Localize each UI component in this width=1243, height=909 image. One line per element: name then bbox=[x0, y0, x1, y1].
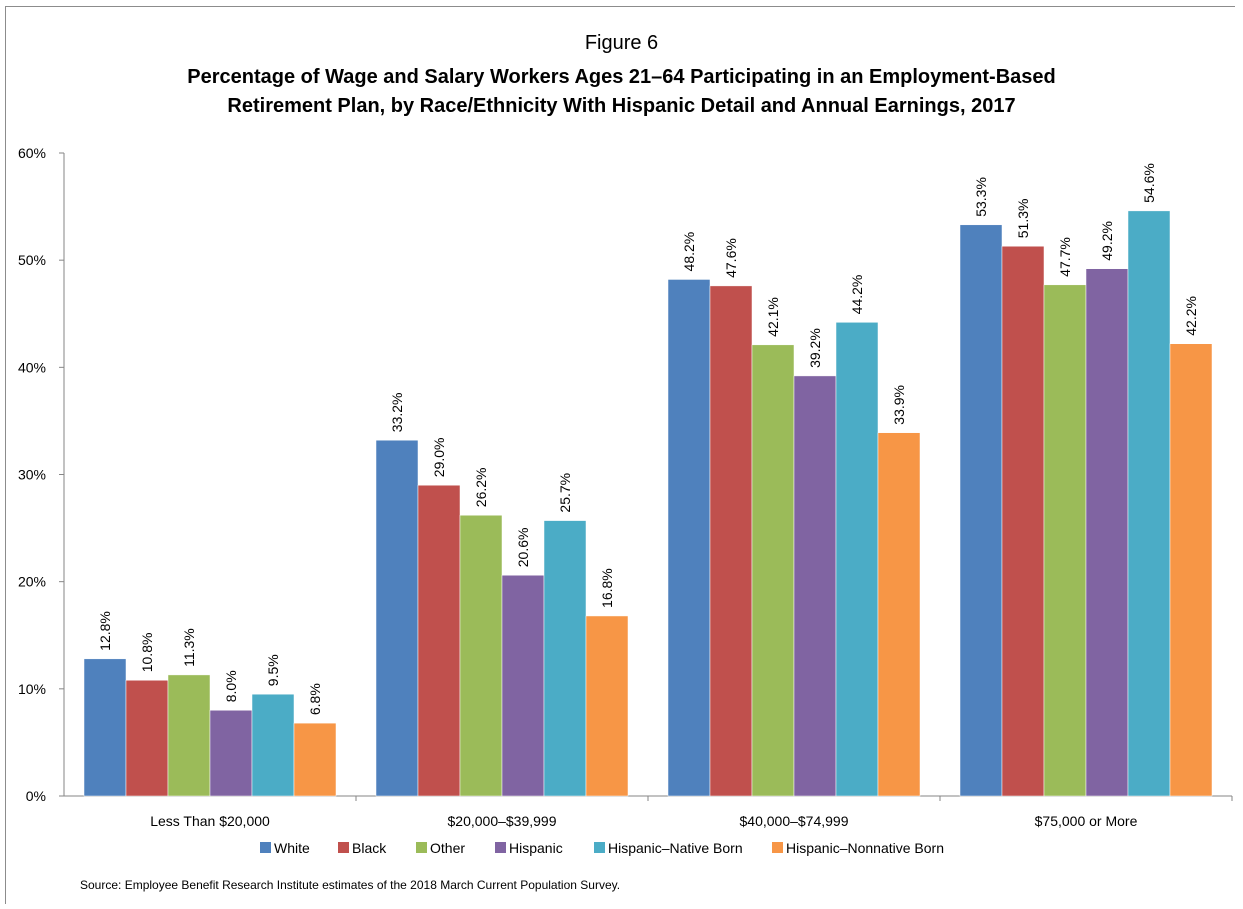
bar-white bbox=[375, 439, 419, 797]
chart-frame bbox=[5, 6, 1235, 904]
legend-swatch bbox=[416, 842, 427, 853]
bar-hispanic bbox=[793, 375, 837, 797]
bar-hispanic-native-born bbox=[1127, 210, 1171, 797]
legend-label: Other bbox=[430, 840, 465, 856]
bar-black bbox=[125, 680, 169, 797]
bar-hispanic bbox=[1085, 268, 1129, 797]
data-label: 16.8% bbox=[599, 568, 615, 608]
y-tick-label: 20% bbox=[18, 574, 46, 590]
bar-other bbox=[167, 674, 211, 797]
data-label: 33.2% bbox=[389, 393, 405, 433]
data-label: 53.3% bbox=[973, 177, 989, 217]
bar-white bbox=[667, 279, 711, 797]
data-label: 39.2% bbox=[807, 328, 823, 368]
legend-swatch bbox=[338, 842, 349, 853]
data-label: 8.0% bbox=[223, 670, 239, 702]
data-label: 11.3% bbox=[181, 628, 197, 667]
data-label: 6.8% bbox=[307, 683, 323, 715]
data-label: 29.0% bbox=[431, 438, 447, 478]
data-label: 47.7% bbox=[1057, 237, 1073, 277]
y-tick-label: 60% bbox=[18, 145, 46, 161]
legend-label: Hispanic–Native Born bbox=[608, 840, 743, 856]
bar-black bbox=[417, 484, 461, 797]
data-label: 25.7% bbox=[557, 473, 573, 513]
bar-hispanic bbox=[209, 710, 253, 797]
bar-other bbox=[1043, 284, 1087, 797]
legend-label: White bbox=[274, 840, 310, 856]
data-label: 26.2% bbox=[473, 468, 489, 508]
legend-label: Hispanic–Nonnative Born bbox=[786, 840, 944, 856]
y-tick-label: 50% bbox=[18, 252, 46, 268]
source-note: Source: Employee Benefit Research Instit… bbox=[80, 878, 621, 892]
legend-label: Hispanic bbox=[509, 840, 563, 856]
data-label: 44.2% bbox=[849, 275, 865, 315]
data-label: 10.8% bbox=[139, 633, 155, 673]
y-tick-label: 30% bbox=[18, 467, 46, 483]
data-label: 54.6% bbox=[1141, 163, 1157, 203]
bar-hispanic-native-born bbox=[835, 322, 879, 797]
x-tick-label: $75,000 or More bbox=[1035, 813, 1138, 829]
legend-swatch bbox=[772, 842, 783, 853]
chart-title-line2: Retirement Plan, by Race/Ethnicity With … bbox=[227, 95, 1016, 117]
data-label: 9.5% bbox=[265, 654, 281, 686]
data-label: 20.6% bbox=[515, 528, 531, 568]
figure-label: Figure 6 bbox=[584, 32, 659, 54]
bar-hispanic-native-born bbox=[543, 520, 587, 797]
bar-hispanic-native-born bbox=[251, 693, 295, 797]
legend-label: Black bbox=[352, 840, 387, 856]
x-tick-label: $40,000–$74,999 bbox=[740, 813, 849, 829]
chart-title: Percentage of Wage and Salary Workers Ag… bbox=[40, 63, 1203, 121]
bar-hispanic-nonnative-born bbox=[293, 722, 337, 797]
data-label: 47.6% bbox=[723, 238, 739, 278]
data-label: 51.3% bbox=[1015, 199, 1031, 239]
bar-hispanic-nonnative-born bbox=[877, 432, 921, 797]
bar-black bbox=[1001, 245, 1045, 797]
legend-swatch bbox=[260, 842, 271, 853]
x-tick-label: Less Than $20,000 bbox=[150, 813, 270, 829]
bar-white bbox=[959, 224, 1003, 797]
y-tick-label: 10% bbox=[18, 681, 46, 697]
data-label: 49.2% bbox=[1099, 221, 1115, 261]
y-tick-label: 0% bbox=[26, 788, 46, 804]
data-label: 33.9% bbox=[891, 385, 907, 425]
data-label: 48.2% bbox=[681, 232, 697, 272]
legend-swatch bbox=[495, 842, 506, 853]
data-label: 42.2% bbox=[1183, 296, 1199, 336]
data-label: 12.8% bbox=[97, 611, 113, 651]
bar-other bbox=[459, 514, 503, 797]
legend-swatch bbox=[594, 842, 605, 853]
bar-hispanic-nonnative-born bbox=[1169, 343, 1213, 797]
bar-hispanic bbox=[501, 574, 545, 797]
data-label: 42.1% bbox=[765, 297, 781, 337]
chart-title-line1: Percentage of Wage and Salary Workers Ag… bbox=[187, 66, 1056, 88]
bar-black bbox=[709, 285, 753, 797]
y-tick-label: 40% bbox=[18, 359, 46, 375]
bar-white bbox=[83, 658, 127, 797]
bar-hispanic-nonnative-born bbox=[585, 615, 629, 797]
bar-other bbox=[751, 344, 795, 797]
x-tick-label: $20,000–$39,999 bbox=[448, 813, 557, 829]
